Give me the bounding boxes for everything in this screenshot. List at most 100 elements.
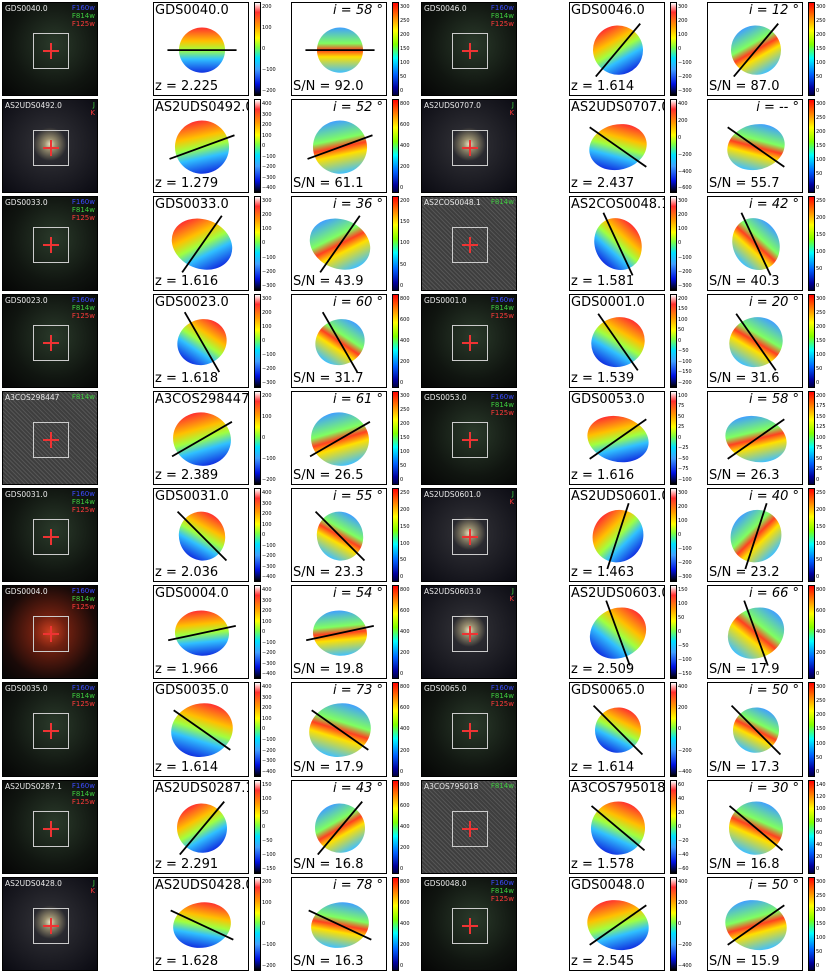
signal-to-noise-label: S/N = 15.9 [709, 953, 780, 969]
colorbar-tick-label: 200 [262, 212, 272, 219]
colorbar-tick-label: −20 [678, 837, 689, 844]
kinematic-axis-line [727, 904, 785, 946]
stamp-filter-legend: F160w F814w F125w [72, 198, 95, 222]
stamp-galaxy-name: AS2UDS0603.0 [424, 587, 481, 597]
vel-map-image [171, 215, 233, 274]
colorbar-tick-label: 250 [816, 490, 826, 496]
colorbar-tick-label: 300 [262, 198, 272, 205]
colorbar-tick-label: 100 [816, 934, 826, 941]
stamp-galaxy-name: GDS0065.0 [424, 684, 467, 694]
filter-label: F160w [490, 295, 514, 304]
filter-label: F125w [490, 700, 514, 709]
velocity-colorbar [670, 779, 677, 874]
colorbar-tick-label: 25 [816, 466, 823, 473]
colorbar-tick-label: −100 [678, 476, 692, 483]
redshift-label: z = 2.509 [571, 662, 635, 678]
colorbar-tick-label: 0 [678, 434, 682, 441]
stamp-galaxy-name: AS2UDS0707.0 [424, 101, 481, 111]
colorbar-tick-label: 200 [262, 309, 272, 316]
velocity-colorbar [670, 682, 677, 777]
colorbar-tick-label: 0 [400, 476, 404, 483]
filter-label: F814w [490, 692, 514, 701]
center-crosshair [462, 633, 478, 636]
colorbar-tick-label: −100 [678, 546, 692, 553]
velocity-map-panel: GDS0053.0 z = 1.616 [569, 390, 665, 485]
colorbar-tick-label: 100 [816, 157, 826, 164]
kinematic-axis-line [740, 212, 772, 277]
colorbar-tick-label: 0 [262, 434, 266, 441]
vel-map-image [177, 800, 227, 855]
galaxy-image-stamp: GDS0031.0 F160w F814w F125w [2, 488, 98, 583]
inclination-label: i = 66 ° [749, 586, 799, 602]
signal-to-noise-colorbar [392, 2, 399, 97]
colorbar-tick-label: 0 [400, 962, 404, 969]
colorbar-tick-label: −100 [678, 358, 692, 365]
colorbar-tick-label: −100 [678, 254, 692, 261]
colorbar-tick-label: 400 [400, 920, 410, 927]
signal-to-noise-map-panel: i = 58 ° S/N = 26.3 [707, 390, 803, 485]
colorbar-tick-label: 200 [816, 32, 826, 39]
aperture-box [452, 324, 488, 361]
aperture-box [452, 33, 488, 69]
colorbar-tick-label: 0 [678, 920, 682, 927]
velocity-colorbar [670, 390, 677, 485]
vel-map-image [168, 610, 236, 656]
kinematic-axis-line [589, 126, 647, 168]
center-crosshair [43, 50, 59, 52]
colorbar-tick-label: 800 [400, 781, 410, 788]
filter-label: F125w [490, 894, 514, 903]
colorbar-tick-label: 140 [816, 781, 826, 788]
stamp-filter-legend: F160w F814w F125w [72, 782, 95, 806]
sn-map-image [309, 703, 371, 758]
colorbar-tick-label: −50 [678, 455, 689, 462]
filter-label: F160w [490, 392, 514, 401]
filter-label: F814w [71, 692, 95, 701]
colorbar-tick-label: −200 [678, 747, 692, 754]
colorbar-tick-label: −200 [678, 268, 692, 275]
colorbar-tick-label: 400 [262, 587, 272, 594]
inclination-label: i = 30 ° [749, 780, 799, 796]
signal-to-noise-map-panel: i = 50 ° S/N = 17.3 [707, 682, 803, 777]
colorbar-tick-label: 200 [262, 392, 272, 399]
colorbar-tick-label: 200 [400, 164, 410, 171]
velocity-map-panel: GDS0046.0 z = 1.614 [569, 2, 665, 97]
colorbar-tick-label: 300 [678, 198, 688, 205]
velocity-panel-title: AS2UDS0287.1 [155, 780, 249, 796]
vel-map-image [590, 801, 646, 855]
colorbar-tick-label: −75 [678, 466, 689, 473]
colorbar-tick-label: 50 [262, 809, 269, 816]
colorbar-tick-label: −400 [262, 574, 276, 581]
colorbar-tick-label: 0 [816, 865, 820, 872]
colorbar-tick-label: 0 [262, 337, 266, 344]
colorbar-tick-label: −200 [262, 650, 276, 657]
kinematic-axis-line [735, 312, 777, 371]
colorbar-tick-label: −150 [678, 671, 692, 678]
vel-map-image [589, 600, 647, 667]
velocity-panel-title: GDS0033.0 [155, 197, 229, 213]
sn-map-image [307, 120, 373, 174]
sn-map-image [309, 412, 371, 466]
velocity-colorbar [254, 682, 261, 777]
colorbar-tick-label: 0 [262, 143, 266, 150]
colorbar-tick-label: 200 [678, 705, 688, 712]
velocity-panel-title: AS2UDS0492.0 [155, 100, 249, 116]
colorbar-tick-label: 100 [678, 316, 688, 323]
colorbar-tick-label: 800 [400, 878, 410, 885]
colorbar-tick-label: 800 [400, 684, 410, 691]
filter-label: F125w [71, 700, 95, 709]
colorbar-tick-label: −400 [678, 168, 692, 175]
stamp-galaxy-name: AS2COS0048.1 [424, 198, 481, 208]
stamp-galaxy-name: GDS0048.0 [424, 878, 467, 888]
colorbar-tick-label: 100 [678, 392, 688, 399]
inclination-label: i = 58 ° [333, 3, 383, 18]
colorbar-tick-label: 0 [262, 240, 266, 247]
colorbar-tick-label: 200 [816, 650, 826, 657]
vel-map-image [594, 212, 642, 277]
stamp-galaxy-name: GDS0031.0 [5, 490, 48, 499]
stamp-galaxy-name: GDS0001.0 [424, 295, 467, 305]
velocity-panel-title: GDS0001.0 [571, 294, 645, 310]
colorbar-tick-label: 0 [262, 823, 266, 830]
colorbar-tick-label: 200 [400, 358, 410, 365]
galaxy-image-stamp: GDS0033.0 F160w F814w F125w [2, 196, 98, 291]
